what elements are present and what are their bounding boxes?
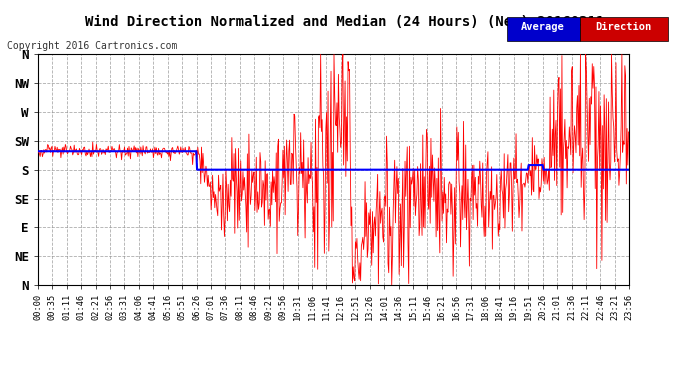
Text: Direction: Direction <box>595 22 652 32</box>
Text: Average: Average <box>521 22 565 32</box>
Text: Copyright 2016 Cartronics.com: Copyright 2016 Cartronics.com <box>7 41 177 51</box>
Text: Wind Direction Normalized and Median (24 Hours) (New) 20160311: Wind Direction Normalized and Median (24… <box>86 15 604 29</box>
